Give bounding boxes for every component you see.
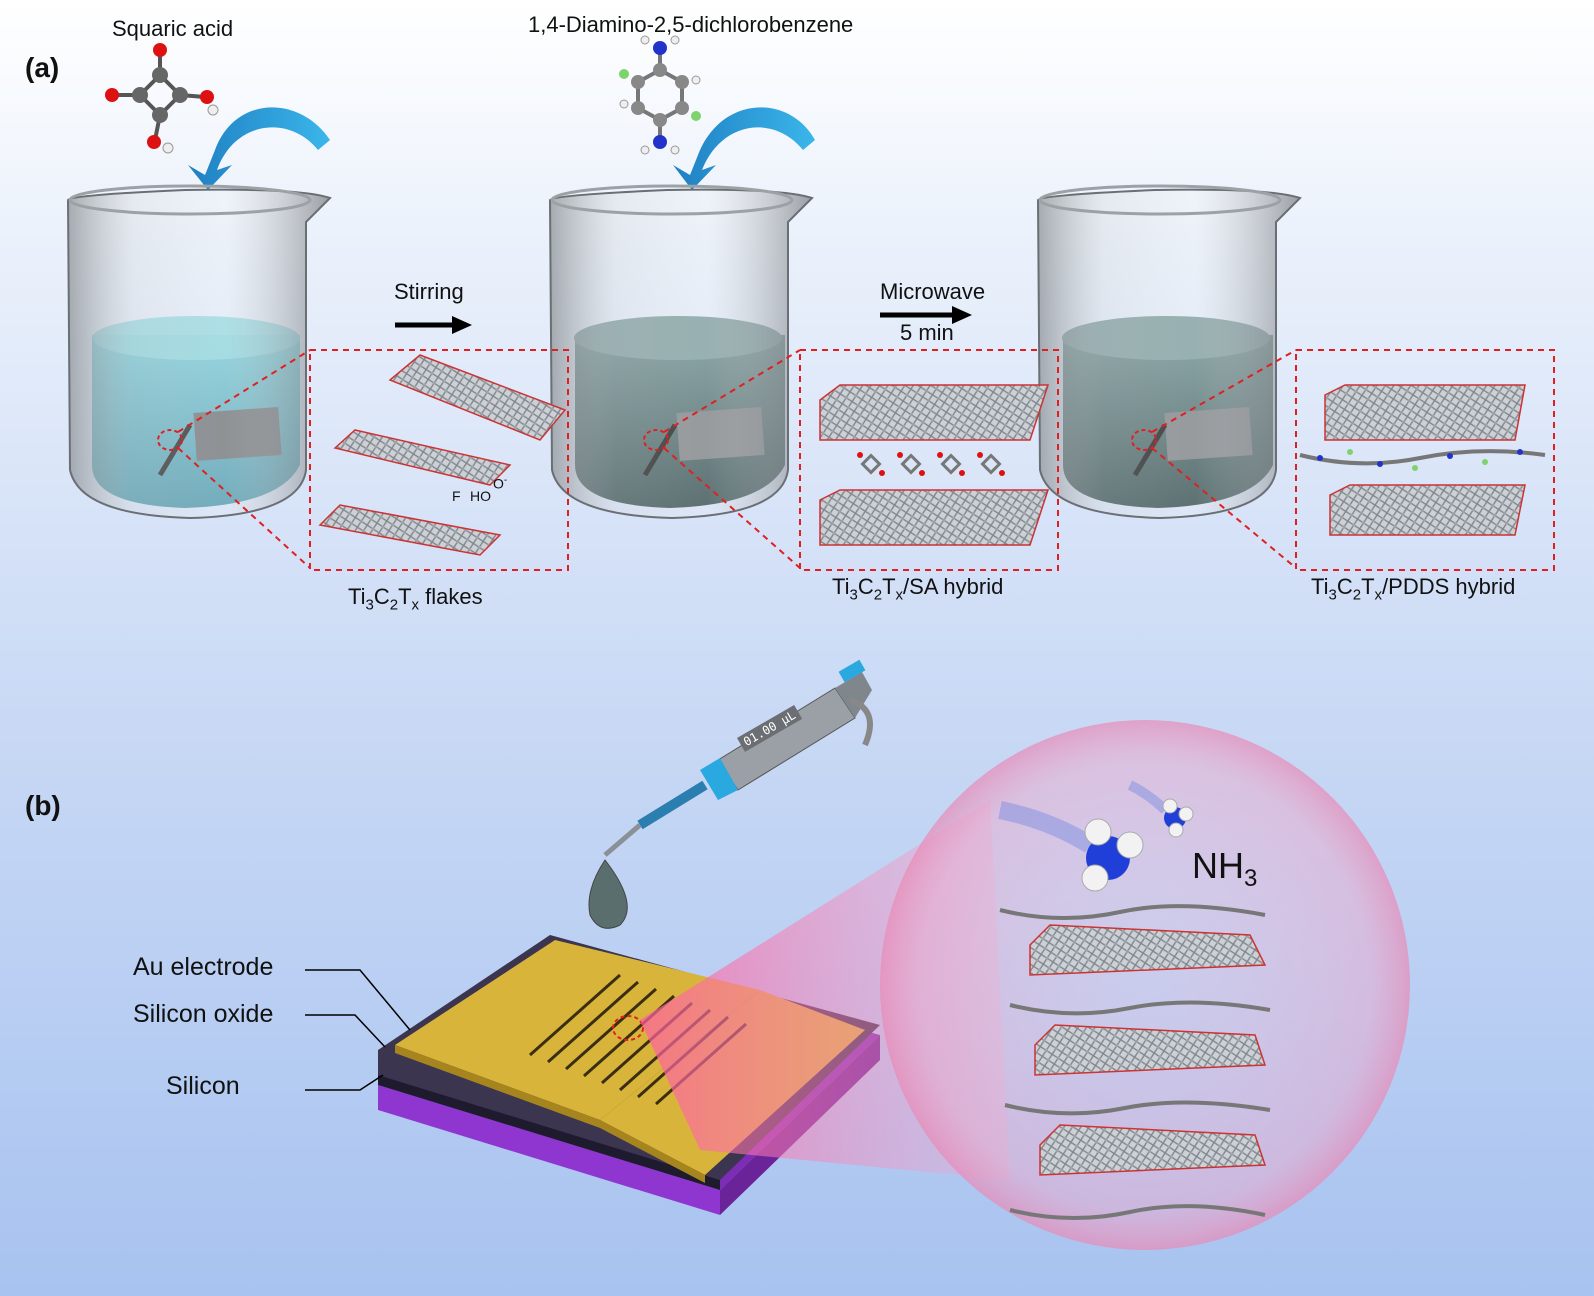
pdds-hybrid-label: Ti3C2Tx/PDDS hybrid bbox=[1311, 574, 1516, 604]
layer-leader-lines bbox=[305, 969, 411, 1091]
sa-hybrid-illustration bbox=[819, 384, 1050, 546]
squaric-acid-molecule bbox=[105, 43, 219, 154]
diamine-molecule bbox=[619, 35, 701, 155]
pipette-icon bbox=[588, 659, 873, 929]
microwave-arrow-icon bbox=[880, 306, 972, 324]
zoom-connectors bbox=[177, 349, 1297, 569]
panel-label-a: (a) bbox=[25, 52, 60, 83]
curved-arrow-icon bbox=[188, 107, 330, 190]
mxene-flakes-illustration bbox=[318, 354, 567, 556]
zoom-bubble bbox=[880, 720, 1410, 1250]
curved-arrow-icon bbox=[673, 107, 815, 190]
nh3-label: NH3 bbox=[1192, 845, 1258, 893]
silicon-label: Silicon bbox=[166, 1072, 240, 1100]
panel-label-b: (b) bbox=[25, 790, 61, 821]
beaker-1 bbox=[66, 184, 332, 520]
flakes-label: Ti3C2Tx flakes bbox=[348, 584, 483, 614]
stirring-label: Stirring bbox=[394, 279, 464, 304]
fluorine-group-label: F bbox=[452, 488, 461, 504]
zoom-box-pdds bbox=[1295, 349, 1555, 571]
microwave-time-label: 5 min bbox=[900, 320, 954, 345]
sa-hybrid-label: Ti3C2Tx/SA hybrid bbox=[832, 574, 1004, 604]
diamine-label: 1,4-Diamino-2,5-dichlorobenzene bbox=[528, 12, 854, 37]
hydroxyl-group-label: HO bbox=[470, 488, 491, 504]
pdds-hybrid-illustration bbox=[1299, 384, 1546, 536]
beaker-2 bbox=[548, 184, 814, 520]
au-electrode-label: Au electrode bbox=[133, 953, 274, 981]
stirring-arrow-icon bbox=[395, 316, 472, 334]
zoom-box-sa bbox=[799, 349, 1059, 571]
zoom-box-flakes bbox=[309, 349, 569, 571]
squaric-acid-label: Squaric acid bbox=[112, 16, 234, 41]
oxygen-group-label: O- bbox=[493, 475, 508, 492]
beaker-3 bbox=[1036, 184, 1302, 520]
microwave-label: Microwave bbox=[880, 279, 986, 304]
silicon-oxide-label: Silicon oxide bbox=[133, 1000, 274, 1028]
